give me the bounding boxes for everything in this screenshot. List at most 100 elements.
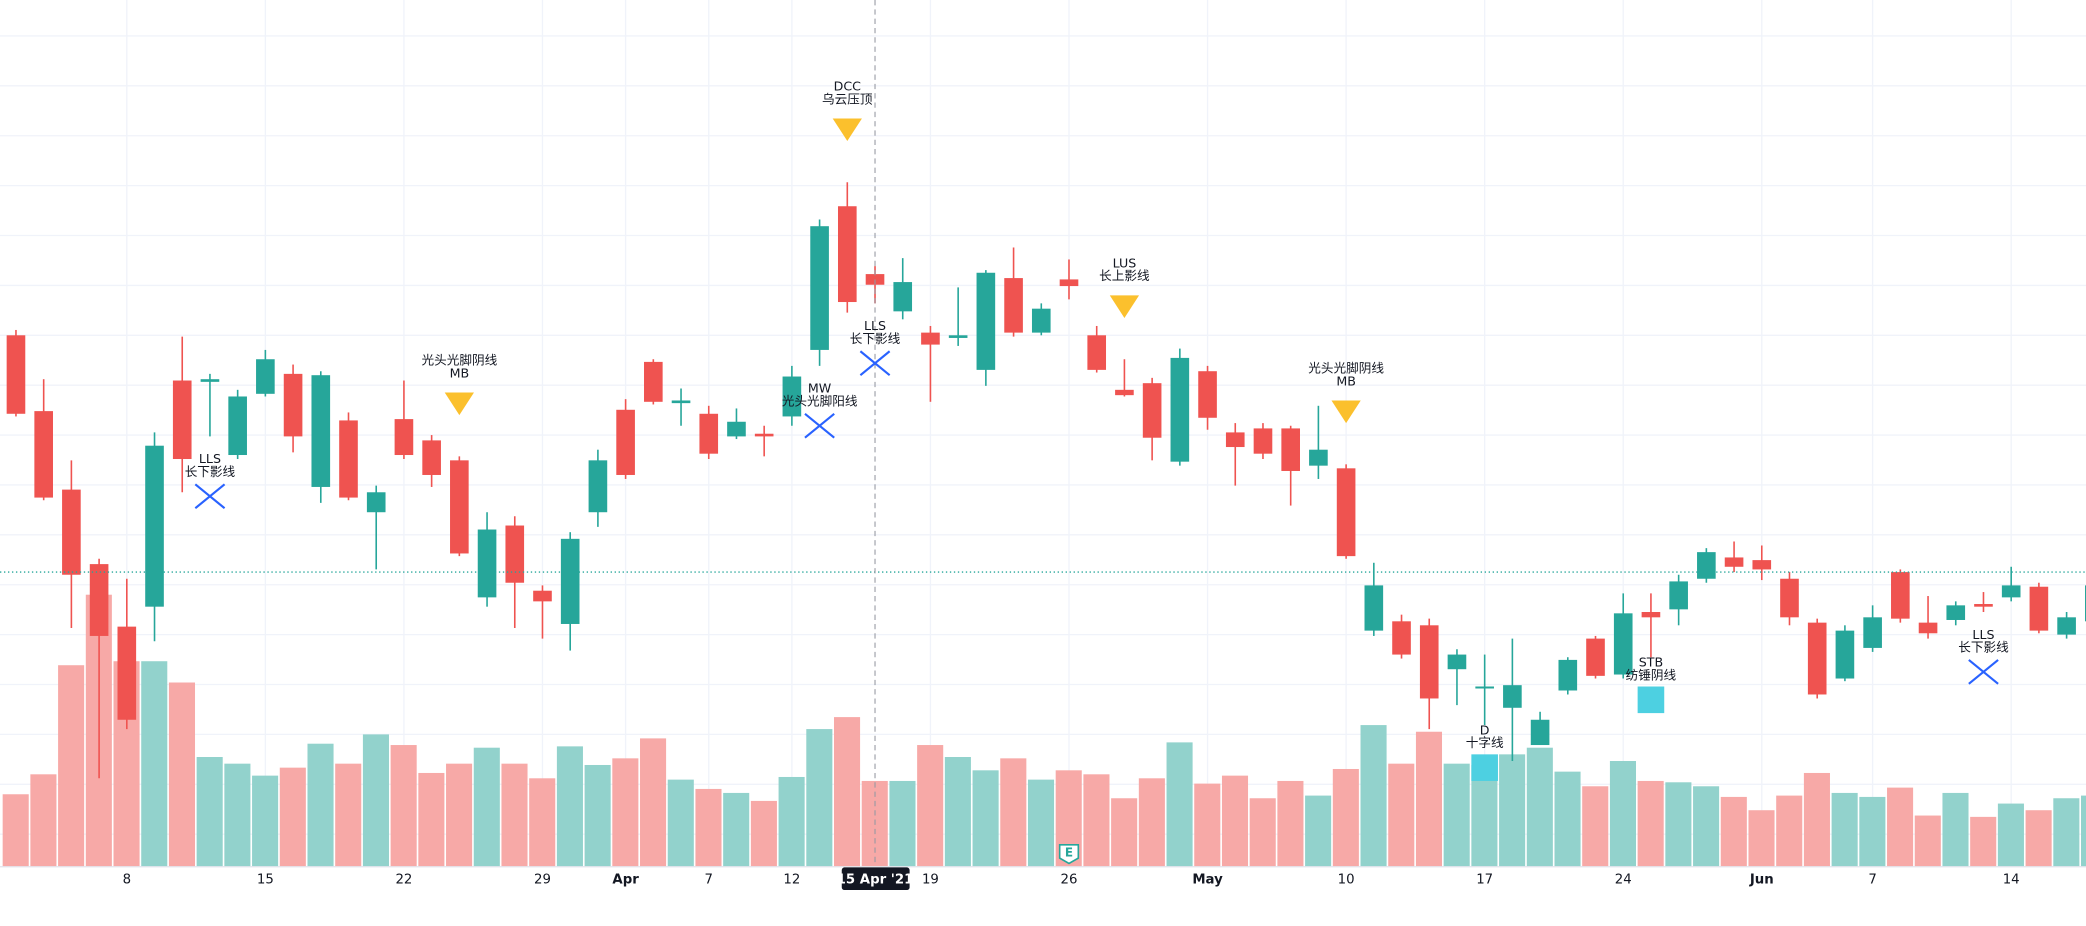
- volume-bar: [473, 747, 500, 867]
- candle-body: [1281, 428, 1300, 471]
- pattern-label: 十字线: [1466, 735, 1504, 750]
- volume-bar: [1803, 772, 1830, 867]
- candle-body: [1641, 612, 1661, 618]
- volume-bar: [778, 776, 805, 867]
- candle-body: [560, 538, 580, 624]
- volume-bar: [390, 745, 417, 867]
- volume-bar: [307, 743, 334, 867]
- volume-bar: [279, 767, 306, 867]
- volume-bar: [723, 792, 750, 867]
- volume-bar: [529, 778, 556, 867]
- candle-body: [34, 411, 53, 498]
- volume-bar: [418, 772, 445, 867]
- candle-body: [1004, 278, 1023, 333]
- pattern-label: LUS: [1113, 256, 1137, 271]
- volume-bar: [446, 763, 473, 867]
- volume-bar: [1914, 815, 1941, 867]
- pattern-label: 光头光脚阴线: [421, 353, 497, 368]
- volume-bar: [1166, 742, 1193, 867]
- candle-body: [1031, 308, 1051, 333]
- candle-body: [1835, 630, 1855, 679]
- volume-bar: [612, 758, 639, 867]
- cross-marker: [1968, 659, 1999, 685]
- candle-body: [1142, 383, 1162, 438]
- volume-bar: [1748, 810, 1775, 867]
- triangle-marker: [1331, 400, 1361, 424]
- volume-bar: [1249, 798, 1276, 867]
- volume-bar: [584, 764, 611, 867]
- volume-bar: [640, 738, 667, 867]
- candle-body: [1115, 389, 1134, 396]
- candle-body: [1087, 335, 1107, 370]
- candle-body: [1364, 585, 1384, 631]
- square-marker: [1471, 754, 1498, 781]
- volume-bar: [1360, 725, 1387, 867]
- volume-bar: [224, 763, 251, 867]
- volume-bar: [1637, 780, 1664, 867]
- volume-bar: [1138, 778, 1165, 867]
- pattern-label: 长上影线: [1099, 268, 1150, 283]
- volume-bar: [1221, 775, 1249, 867]
- candle-body: [1863, 617, 1882, 648]
- pattern-label: 长下影线: [850, 331, 901, 346]
- candle-body: [810, 226, 829, 350]
- pattern-label: LLS: [864, 318, 886, 333]
- volume-bar: [2, 794, 29, 867]
- volume-bar: [1720, 796, 1747, 867]
- candle-body: [1419, 625, 1439, 699]
- candle-body: [1752, 560, 1772, 570]
- candle-body: [228, 396, 247, 456]
- candle-body: [422, 440, 441, 475]
- candle-body: [311, 375, 331, 487]
- volume-bar: [1388, 763, 1415, 867]
- candle-body: [1170, 357, 1190, 462]
- candle-body: [782, 376, 802, 417]
- volume-bar: [944, 757, 971, 867]
- pattern-label: 纺锤阴线: [1626, 667, 1677, 682]
- candle-body: [671, 400, 691, 404]
- volume-bar: [1526, 747, 1553, 867]
- x-tick-label: 19: [922, 872, 939, 887]
- volume-bar: [196, 757, 223, 867]
- candle-body: [837, 206, 857, 303]
- candle-body: [450, 460, 469, 554]
- x-tick-label: 14: [2003, 872, 2020, 887]
- candle-body: [1974, 604, 1993, 607]
- candle-body: [477, 529, 497, 598]
- candle-body: [1724, 557, 1744, 567]
- pattern-label: STB: [1639, 655, 1663, 670]
- volume-bar: [1693, 786, 1720, 867]
- x-tick-label: May: [1192, 872, 1223, 887]
- candle-body: [1613, 613, 1633, 675]
- pattern-label: 乌云压顶: [822, 91, 873, 106]
- candle-body: [1503, 685, 1522, 708]
- candle-body: [921, 332, 940, 345]
- pattern-label: MW: [808, 381, 832, 396]
- candle-body: [1891, 572, 1910, 619]
- x-tick-label: 7: [705, 872, 713, 887]
- candle-body: [1392, 621, 1411, 655]
- volume-bar: [1415, 731, 1443, 867]
- volume-bar: [1554, 771, 1581, 867]
- volume-bar: [58, 665, 85, 867]
- candle-body: [145, 445, 164, 607]
- candle-body: [366, 492, 386, 513]
- volume-bar: [1027, 779, 1055, 867]
- x-tick-label: 22: [395, 872, 412, 887]
- candle-body: [6, 335, 26, 414]
- volume-bar: [168, 682, 196, 867]
- x-tick-label: Apr: [612, 872, 639, 887]
- earnings-icon: [1058, 844, 1080, 865]
- candle-body: [1780, 578, 1799, 618]
- volume-bar: [2081, 795, 2086, 867]
- x-tick-label: 12: [783, 872, 800, 887]
- volume-bar: [1582, 786, 1609, 867]
- volume-bar: [1305, 795, 1332, 867]
- triangle-marker: [832, 118, 862, 142]
- volume-bar: [1000, 758, 1027, 867]
- x-tick-label: 10: [1338, 872, 1355, 887]
- volume-bar: [1665, 782, 1692, 867]
- volume-bar: [1997, 803, 2024, 867]
